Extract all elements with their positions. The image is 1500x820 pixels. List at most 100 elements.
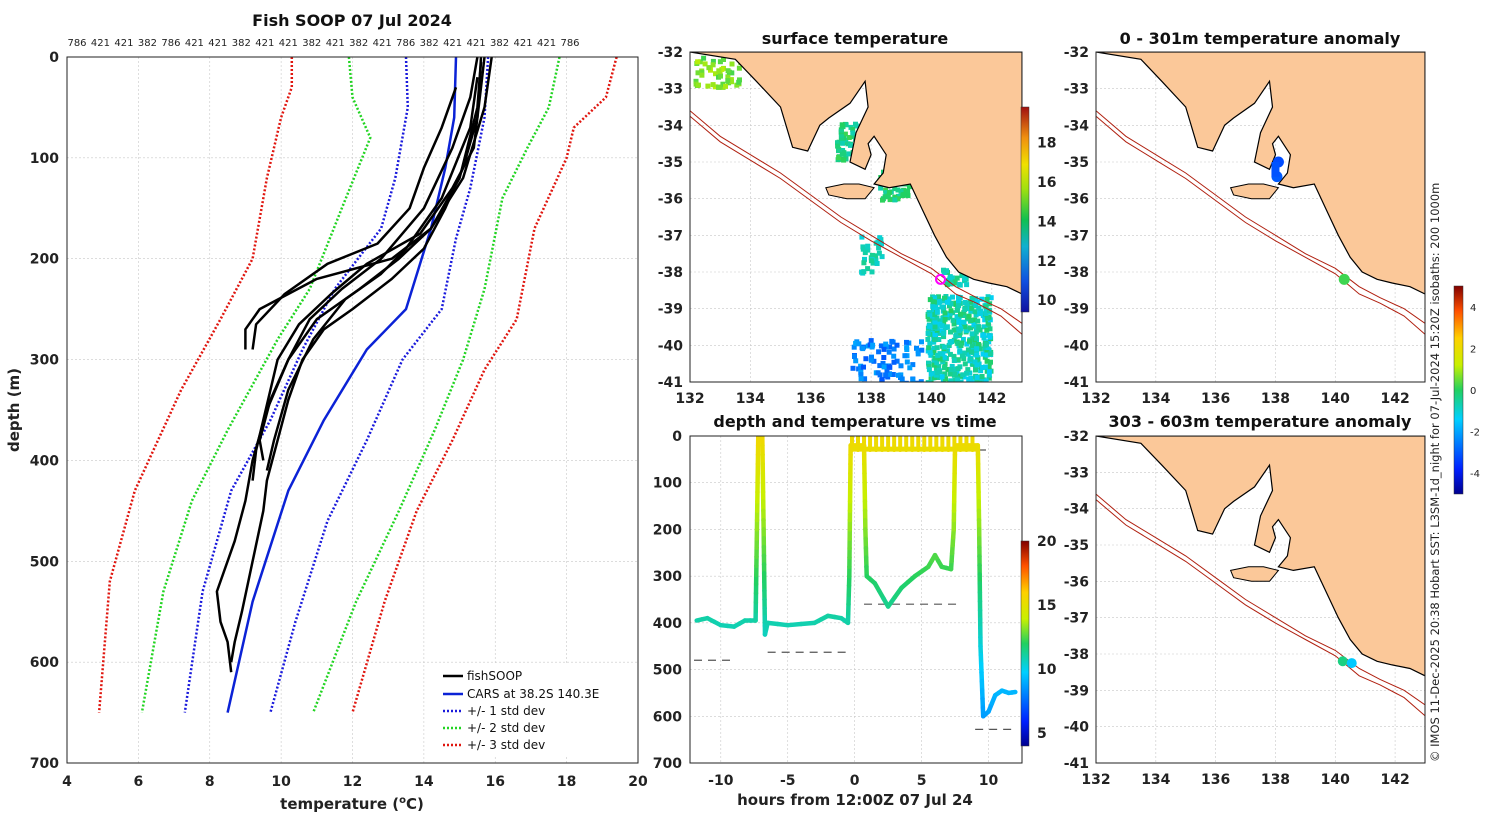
- sst-pixel: [719, 66, 725, 72]
- anomaly-shallow-frame: [1095, 51, 1426, 383]
- time-xtick-label: -5: [780, 773, 796, 789]
- sst-pixel: [973, 312, 979, 318]
- sst-pixel: [961, 310, 967, 316]
- sst-pixel: [838, 137, 844, 143]
- sst-pixel: [887, 197, 893, 203]
- sst-pixel: [720, 81, 726, 87]
- anomaly-deep-area: [1096, 436, 1425, 763]
- sst-pixel: [927, 341, 933, 347]
- sst-pixel: [982, 317, 988, 323]
- sst-pixel: [984, 341, 990, 347]
- depth-time-xlabel: hours from 12:00Z 07 Jul 24: [737, 791, 973, 809]
- profile-xtick-label: 4: [62, 774, 72, 790]
- sst-pixel: [706, 65, 712, 71]
- sst-pixel: [697, 59, 703, 65]
- map-xtick-label: 134: [1141, 391, 1170, 407]
- sst-pixel: [956, 303, 962, 309]
- sst-pixel: [891, 353, 897, 359]
- map-ytick-label: -35: [658, 155, 683, 171]
- sst-pixel: [958, 343, 964, 348]
- sst-map-panel: surface temperature 132 134 136 138 140 142 -3…: [658, 29, 1057, 407]
- sst-pixel: [710, 82, 716, 88]
- map-ytick-label: -38: [658, 265, 683, 281]
- profile-ytick-label: 0: [49, 50, 59, 66]
- profile-xtick-label: 18: [557, 774, 576, 790]
- profile-ytick-label: 400: [30, 453, 59, 469]
- profile-top-label: 382: [232, 38, 251, 49]
- anomaly-shallow-isobaths: [1096, 110, 1425, 335]
- sst-pixel: [964, 282, 970, 288]
- sst-pixel: [983, 378, 989, 382]
- sst-pixel: [942, 295, 947, 301]
- profile-top-label: 421: [467, 38, 486, 49]
- sst-pixel: [984, 315, 990, 321]
- sst-pixel: [972, 359, 978, 365]
- profile-grid: [66, 56, 639, 764]
- sst-pixel: [856, 341, 862, 347]
- sst-pixel: [987, 326, 993, 332]
- profile-frame: [66, 56, 639, 764]
- sst-pixel: [838, 134, 844, 140]
- sst-pixel: [869, 354, 874, 360]
- sst-pixel: [716, 84, 722, 90]
- sst-pixel: [979, 374, 985, 379]
- sst-pixel: [852, 354, 857, 359]
- sst-pixel: [877, 235, 883, 241]
- sst-pixel: [948, 378, 954, 382]
- sst-pixel: [984, 297, 990, 302]
- sst-pixel: [861, 260, 867, 266]
- sst-pixel: [915, 351, 921, 357]
- sst-pixel: [934, 360, 940, 366]
- anomaly-shallow-point: [1338, 273, 1350, 285]
- anomaly-colorbar-ticks: -4 -2 0 2 4: [1470, 303, 1480, 480]
- sst-pixel: [860, 346, 866, 352]
- sst-pixel: [869, 252, 875, 258]
- sst-pixel: [951, 321, 957, 327]
- sst-pixel: [705, 83, 711, 89]
- sst-pixel: [928, 352, 934, 358]
- sst-pixel: [894, 342, 900, 348]
- sst-pixel: [961, 319, 967, 325]
- profile-top-label: 421: [514, 38, 533, 49]
- sst-pixel: [947, 351, 953, 357]
- map-ytick-label: -37: [658, 228, 683, 244]
- sst-pixel: [946, 343, 952, 348]
- map-xtick-label: 142: [977, 391, 1006, 407]
- sst-pixel: [931, 350, 937, 355]
- sst-pixel: [985, 294, 991, 300]
- sst-pixel: [729, 79, 734, 85]
- map-ytick-label: -32: [1064, 429, 1089, 445]
- anomaly-colorbar-tick: 4: [1470, 303, 1476, 314]
- sst-pixel: [980, 351, 986, 357]
- sst-pixel: [879, 254, 885, 260]
- sst-pixel: [926, 367, 932, 373]
- sst-pixel: [875, 239, 881, 245]
- sst-pixel: [962, 307, 968, 312]
- sst-pixel: [710, 62, 716, 68]
- sst-pixel: [890, 372, 896, 377]
- sst-pixel: [956, 299, 961, 305]
- sst-pixel: [718, 73, 723, 79]
- sst-pixel: [881, 346, 887, 352]
- sst-pixel: [975, 356, 981, 362]
- sst-pixel: [884, 367, 890, 373]
- sst-pixel: [919, 347, 925, 353]
- anomaly-deep-points: [1337, 656, 1357, 669]
- legend-std3: +/- 3 std dev: [467, 738, 545, 752]
- sst-pixel: [950, 317, 956, 323]
- sst-colorbar-tick: 18: [1037, 135, 1056, 151]
- sst-pixel: [942, 365, 947, 371]
- legend-std1: +/- 1 std dev: [467, 704, 545, 718]
- sst-pixel: [932, 337, 938, 343]
- sst-pixel: [962, 350, 968, 356]
- map-ytick-label: -37: [1064, 228, 1089, 244]
- fishsoop-line: [251, 86, 458, 350]
- sst-pixel: [858, 376, 864, 382]
- map-xtick-label: 138: [1261, 772, 1290, 788]
- sst-pixel: [918, 379, 924, 382]
- sst-pixel: [962, 323, 968, 329]
- sst-pixel: [843, 153, 849, 159]
- depth-time-colorbar: [1020, 540, 1030, 747]
- cars-line: [226, 57, 458, 713]
- sst-pixel: [939, 374, 945, 380]
